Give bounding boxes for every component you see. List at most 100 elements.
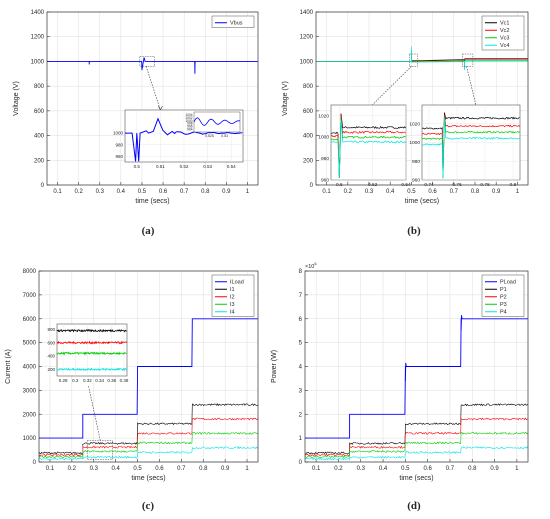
series-line-i2: [38, 417, 259, 457]
inset-series-line: [330, 117, 406, 178]
y-tick-label: 5: [299, 341, 303, 347]
x-tick-label: 0.9: [221, 466, 230, 472]
x-tick-label: 0.5: [133, 466, 142, 472]
inset-x-tick-label: 0.34: [95, 378, 104, 383]
legend-box: [481, 15, 525, 51]
y-tick-label: 600: [303, 109, 314, 115]
axes-frame: [46, 11, 259, 186]
inset-series-line: [330, 115, 406, 178]
x-tick-label: 0.2: [344, 189, 353, 195]
inset-y-tick-label: 400: [47, 354, 55, 359]
legend-label: I3: [230, 302, 235, 308]
inset-y-tick-label: 1000: [113, 131, 124, 136]
series-line-i3: [38, 431, 259, 459]
series-line-iload: [39, 318, 258, 439]
y-tick-label: 800: [34, 84, 45, 90]
y-tick-label: 200: [34, 158, 45, 164]
y-axis-label: Power (W): [271, 350, 278, 383]
inset-y-tick-label: 960: [321, 178, 329, 184]
x-tick-label: 1: [515, 466, 519, 472]
axes-frame: [315, 11, 529, 186]
legend-label: Vc3: [500, 36, 509, 42]
x-tick-label: 0.1: [46, 466, 55, 472]
y-tick-label: 6: [299, 317, 303, 323]
y-tick-label: 1400: [31, 10, 45, 16]
y-tick-label: 1: [299, 436, 303, 442]
x-tick-label: 0.3: [96, 189, 105, 195]
inset-x-tick-label: 0.28: [59, 378, 68, 383]
legend-label: P2: [500, 295, 507, 301]
x-tick-label: 0.8: [471, 189, 480, 195]
x-tick-label: 0.1: [312, 466, 321, 472]
y-tick-label: 2: [299, 412, 303, 418]
legend-label: I4: [230, 310, 235, 316]
x-tick-label: 0.9: [492, 189, 501, 195]
x-tick-label: 0.7: [446, 466, 455, 472]
transient-spike: [460, 315, 463, 331]
inset-series-line: [56, 340, 127, 345]
panel-b: 0.1 0.2 0.3 0.4 0.5 0.6 0.7 0.8 0.9 1020040060080…: [282, 10, 529, 205]
inset-series-line: [56, 351, 127, 356]
panel-label-a: (a): [142, 225, 155, 237]
x-tick-label: 0.1: [53, 189, 62, 195]
x-tick-label: 1: [246, 189, 250, 195]
zoom-arrow: [466, 66, 477, 106]
y-tick-label: 2000: [23, 412, 37, 418]
x-tick-label: 0.1: [322, 189, 331, 195]
nested-y-tick-label: 1004: [185, 113, 192, 117]
nested-x-tick-label: 0.525: [205, 134, 214, 138]
y-tick-label: 1200: [31, 35, 45, 41]
zoom-arrow: [88, 385, 101, 441]
panel-d: 0.1 0.2 0.3 0.4 0.5 0.6 0.7 0.8 0.9 1 0 1 2 3 4 5 6 7 8 tim…: [271, 261, 529, 482]
x-tick-label: 0.5: [407, 189, 416, 195]
y-tick-label: 1000: [23, 436, 37, 442]
nested-y-tick-label: 1002: [185, 116, 192, 120]
x-tick-label: 0.5: [138, 189, 147, 195]
x-axis-label: time (secs): [405, 198, 439, 205]
y-tick-label: 0: [33, 460, 37, 466]
x-axis-label: time (secs): [399, 475, 433, 482]
legend-label: I1: [230, 287, 235, 293]
x-tick-label: 0.4: [386, 189, 395, 195]
x-tick-label: 0.2: [68, 466, 77, 472]
panel-label-c: (c): [142, 500, 155, 512]
series-line-i4: [38, 446, 259, 461]
y-multiplier: ×106: [305, 261, 317, 270]
series-line-pload: [305, 318, 528, 439]
y-tick-label: 3: [299, 388, 303, 394]
inset-series-line: [421, 114, 520, 179]
panel-a: 0.1 0.2 0.3 0.4 0.5 0.6 0.7 0.8 0.9 1 0 200 400 600 80…: [13, 10, 259, 205]
x-tick-label: 0.2: [334, 466, 343, 472]
panel-label-d: (d): [407, 500, 421, 512]
inset-y-tick-label: 200: [47, 367, 55, 372]
inset-series-line: [56, 328, 127, 333]
x-tick-label: 0.4: [117, 189, 126, 195]
legend-label: ILoad: [230, 280, 244, 286]
x-tick-label: 0.6: [159, 189, 168, 195]
x-tick-label: 0.3: [357, 466, 366, 472]
axes-frame: [38, 270, 259, 463]
x-tick-label: 0.8: [468, 466, 477, 472]
legend-label: PLoad: [500, 280, 516, 286]
x-tick-label: 0.3: [365, 189, 374, 195]
nested-x-tick-label: 0.53: [221, 134, 228, 138]
series-line-vbus: [47, 57, 258, 74]
x-tick-label: 0.7: [177, 466, 186, 472]
y-tick-label: 4000: [23, 365, 37, 371]
x-tick-label: 0.9: [490, 466, 499, 472]
inset-x-tick-label: 0.5: [134, 164, 141, 169]
series-line-p1: [305, 403, 529, 455]
y-tick-label: 400: [303, 134, 314, 140]
y-tick-label: 5000: [23, 341, 37, 347]
series-line-p2: [304, 417, 529, 457]
x-tick-label: 0.9: [222, 189, 231, 195]
x-axis-label: time (secs): [131, 475, 165, 482]
inset-y-tick-label: 1020: [409, 121, 420, 127]
zoom-region-box: [86, 440, 113, 460]
inset-series-line: [56, 367, 127, 372]
y-tick-label: 400: [34, 134, 45, 140]
inset-frame: [56, 323, 128, 377]
inset-y-tick-label: 960: [115, 154, 123, 159]
y-tick-label: 800: [303, 84, 314, 90]
series-line-p3: [304, 432, 529, 459]
